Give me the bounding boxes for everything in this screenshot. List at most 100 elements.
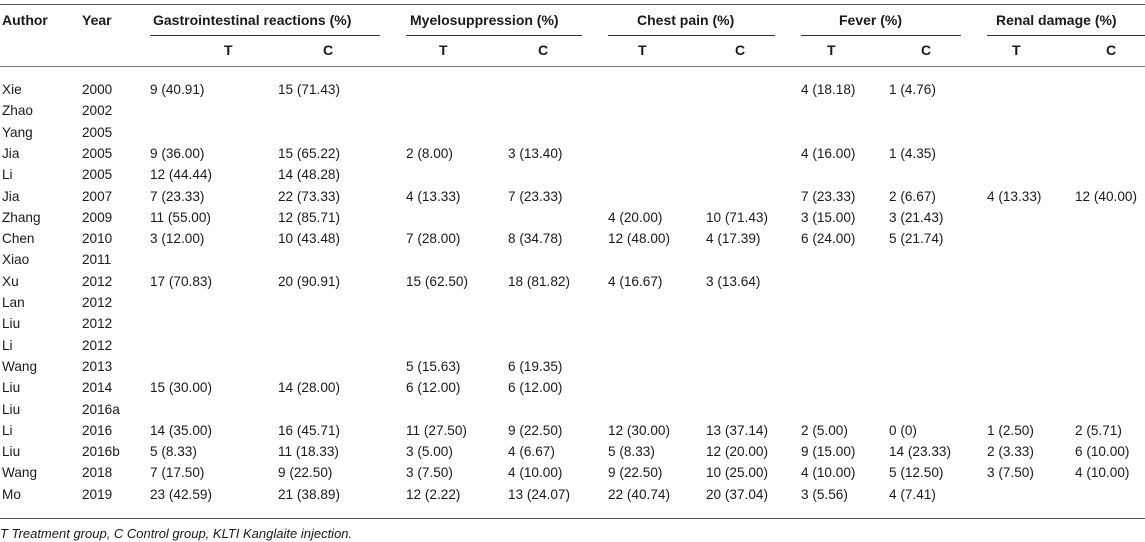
cell-fever-t: 4 (10.00) (801, 465, 856, 481)
cell-myelo-t: 3 (5.00) (406, 444, 453, 460)
cell-chest-c: 12 (20.00) (706, 444, 768, 460)
cell-myelo-t: 5 (15.63) (406, 358, 461, 374)
cell-author: Liu (2, 316, 21, 332)
cell-myelo-c: 18 (81.82) (508, 273, 570, 289)
cell-year: 2011 (82, 252, 112, 268)
header-year: Year (82, 12, 112, 28)
cell-renal-t: 4 (13.33) (987, 188, 1042, 204)
cell-fever-c: 2 (6.67) (889, 188, 936, 204)
cell-year: 2005 (82, 167, 113, 183)
header-t: T (439, 42, 448, 58)
cell-myelo-c: 4 (6.67) (508, 444, 555, 460)
cell-gi-c: 15 (71.43) (278, 82, 340, 97)
cell-fever-c: 3 (21.43) (889, 209, 944, 225)
cell-author: Yang (2, 124, 33, 140)
cell-gi-c: 20 (90.91) (278, 273, 340, 289)
cell-fever-t: 7 (23.33) (801, 188, 856, 204)
cell-author: Wang (2, 465, 38, 481)
cell-renal-c: 2 (5.71) (1075, 422, 1122, 438)
cell-gi-c: 22 (73.33) (278, 188, 340, 204)
cell-renal-t: 3 (7.50) (987, 465, 1034, 481)
cell-chest-c: 3 (13.64) (706, 273, 761, 289)
cell-myelo-c: 9 (22.50) (508, 422, 563, 438)
cell-author: Liu (2, 380, 21, 396)
cell-gi-t: 9 (36.00) (150, 145, 205, 161)
header-chest-pain: Chest pain (%) (637, 12, 735, 28)
cell-year: 2009 (82, 209, 113, 225)
cell-myelo-t: 12 (2.22) (406, 486, 461, 502)
cell-fever-c: 1 (4.35) (889, 145, 936, 161)
header-c: C (538, 42, 549, 58)
cell-myelo-t: 4 (13.33) (406, 188, 461, 204)
cell-chest-c: 10 (71.43) (706, 209, 768, 225)
group-underline-fever (801, 35, 961, 36)
cell-gi-c: 9 (22.50) (278, 465, 333, 481)
cell-gi-c: 10 (43.48) (278, 231, 340, 247)
header-t: T (1012, 42, 1021, 58)
cell-gi-t: 15 (30.00) (150, 380, 212, 396)
cell-author: Liu (2, 401, 21, 417)
cell-chest-t: 12 (48.00) (608, 231, 670, 247)
cell-fever-c: 1 (4.76) (889, 82, 936, 97)
cell-fever-c: 5 (12.50) (889, 465, 944, 481)
header-bottom-rule (0, 66, 1145, 67)
cell-fever-c: 4 (7.41) (889, 486, 936, 502)
cell-author: Xu (2, 273, 19, 289)
cell-myelo-t: 3 (7.50) (406, 465, 453, 481)
cell-myelo-c: 7 (23.33) (508, 188, 563, 204)
cell-myelo-t: 2 (8.00) (406, 145, 453, 161)
cell-gi-c: 14 (48.28) (278, 167, 340, 183)
cell-year: 2005 (82, 145, 113, 161)
cell-chest-c: 13 (37.14) (706, 422, 768, 438)
header-gastrointestinal: Gastrointestinal reactions (%) (153, 12, 352, 28)
cell-fever-c: 5 (21.74) (889, 231, 944, 247)
cell-year: 2012 (82, 316, 113, 332)
cell-year: 2002 (82, 103, 113, 119)
cell-renal-c: 4 (10.00) (1075, 465, 1130, 481)
cell-gi-c: 16 (45.71) (278, 422, 340, 438)
cell-author: Zhang (2, 209, 41, 225)
cell-myelo-c: 6 (12.00) (508, 380, 563, 396)
cell-gi-t: 7 (17.50) (150, 465, 205, 481)
cell-gi-t: 5 (8.33) (150, 444, 197, 460)
header-c: C (323, 42, 334, 58)
cell-gi-c: 11 (18.33) (278, 444, 339, 460)
cell-gi-t: 12 (44.44) (150, 167, 212, 183)
cell-gi-t: 23 (42.59) (150, 486, 212, 502)
header-myelosuppression: Myelosuppression (%) (410, 12, 559, 28)
cell-year: 2010 (82, 231, 113, 247)
cell-author: Jia (2, 145, 20, 161)
header-t: T (224, 42, 233, 58)
cell-fever-t: 6 (24.00) (801, 231, 856, 247)
cell-year: 2007 (82, 188, 113, 204)
table-top-rule (0, 4, 1145, 5)
cell-author: Mo (2, 486, 21, 502)
cell-renal-c: 6 (10.00) (1075, 444, 1130, 460)
cell-myelo-t: 15 (62.50) (406, 273, 468, 289)
cell-year: 2016b (82, 444, 120, 460)
cell-gi-c: 14 (28.00) (278, 380, 340, 396)
cell-renal-c: 12 (40.00) (1075, 188, 1137, 204)
cell-gi-t: 3 (12.00) (150, 231, 205, 247)
cell-year: 2012 (82, 295, 113, 310)
cell-fever-t: 9 (15.00) (801, 444, 856, 460)
cell-chest-c: 4 (17.39) (706, 231, 761, 247)
cell-gi-c: 15 (65.22) (278, 145, 340, 161)
cell-chest-c: 10 (25.00) (706, 465, 768, 481)
cell-myelo-c: 8 (34.78) (508, 231, 563, 247)
cell-author: Lan (2, 295, 25, 310)
cell-author: Li (2, 337, 13, 353)
cell-chest-t: 22 (40.74) (608, 486, 670, 502)
cell-myelo-t: 6 (12.00) (406, 380, 461, 396)
cell-gi-t: 17 (70.83) (150, 273, 212, 289)
cell-author: Li (2, 167, 13, 183)
cell-year: 2013 (82, 358, 113, 374)
table-footnote: T Treatment group, C Control group, KLTI… (0, 526, 353, 541)
cell-year: 2018 (82, 465, 113, 481)
cell-myelo-t: 7 (28.00) (406, 231, 461, 247)
cell-year: 2005 (82, 124, 113, 140)
header-t: T (827, 42, 836, 58)
cell-myelo-c: 13 (24.07) (508, 486, 570, 502)
header-renal-damage: Renal damage (%) (996, 12, 1117, 28)
cell-gi-t: 14 (35.00) (150, 422, 212, 438)
